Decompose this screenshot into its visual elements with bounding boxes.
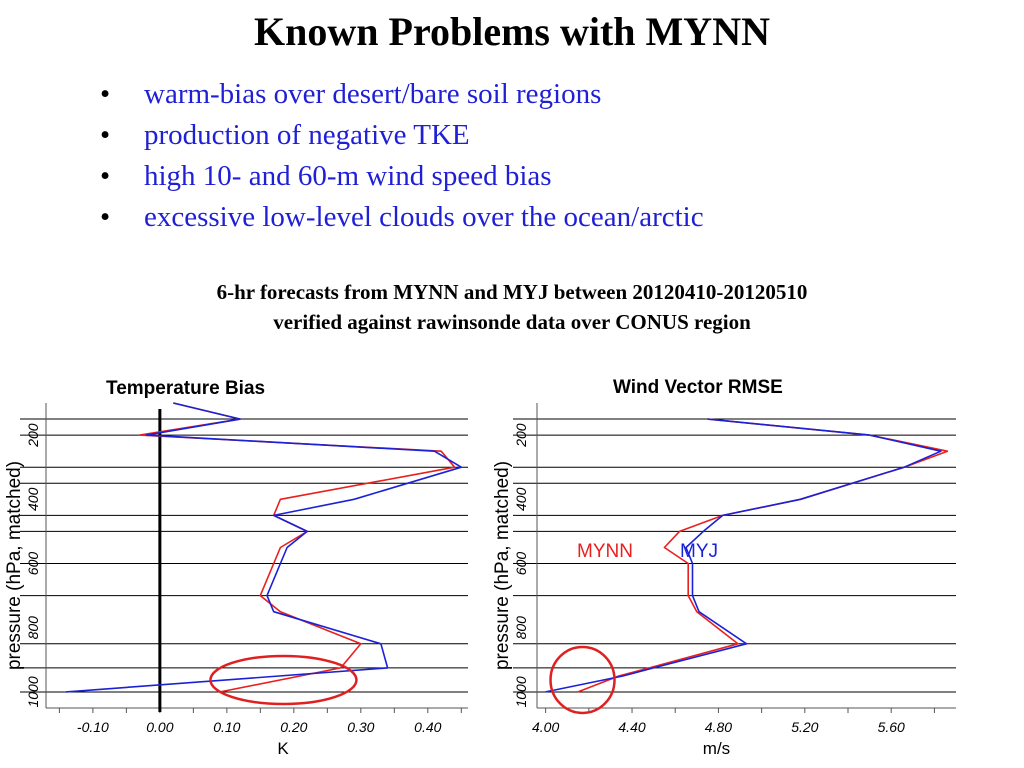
y-tick-label: 600 bbox=[25, 552, 41, 576]
mynn-series-line bbox=[139, 402, 456, 693]
x-tick-label: 4.80 bbox=[705, 719, 732, 735]
x-tick-label: 0.00 bbox=[146, 719, 173, 735]
y-axis-label: pressure (hPa, matched) bbox=[492, 461, 513, 670]
bullet-item: • production of negative TKE bbox=[100, 115, 704, 156]
x-tick-label: 5.20 bbox=[791, 719, 818, 735]
y-tick-label: 1000 bbox=[513, 676, 529, 707]
y-tick-label: 600 bbox=[513, 552, 529, 576]
highlight-ellipse bbox=[209, 654, 358, 706]
subtitle-line-1: 6-hr forecasts from MYNN and MYJ between… bbox=[216, 280, 808, 304]
bullet-item: • warm-bias over desert/bare soil regions bbox=[100, 74, 704, 115]
x-tick-label: 0.30 bbox=[347, 719, 374, 735]
bullet-dot-icon: • bbox=[100, 119, 111, 151]
x-axis-label: K bbox=[277, 739, 289, 758]
y-tick-label: 200 bbox=[25, 423, 41, 448]
bullet-text: production of negative TKE bbox=[144, 119, 470, 151]
bullet-dot-icon: • bbox=[100, 160, 111, 192]
y-tick-label: 400 bbox=[25, 487, 41, 511]
y-tick-label: 1000 bbox=[25, 676, 41, 707]
bullet-dot-icon: • bbox=[100, 78, 111, 110]
x-tick-label: 4.40 bbox=[618, 719, 645, 735]
temperature-chart-title: Temperature Bias bbox=[106, 378, 266, 399]
x-tick-label: 5.60 bbox=[878, 719, 905, 735]
bullet-text: warm-bias over desert/bare soil regions bbox=[144, 78, 602, 110]
bullet-item: • excessive low-level clouds over the oce… bbox=[100, 197, 704, 238]
myj-series-line bbox=[66, 402, 463, 693]
bullet-item: • high 10- and 60-m wind speed bias bbox=[100, 156, 704, 197]
subtitle-line-2: verified against rawinsonde data over CO… bbox=[273, 310, 751, 334]
temperature-bias-chart: -0.10 0.00 0.10 0.20 0.30 0.40 200 400 600 800 100… bbox=[4, 402, 468, 758]
bullet-text: excessive low-level clouds over the ocea… bbox=[144, 201, 704, 233]
myj-series-line bbox=[545, 418, 942, 693]
x-tick-label: 0.40 bbox=[414, 719, 441, 735]
bullet-dot-icon: • bbox=[100, 201, 111, 233]
slide-title: Known Problems with MYNN bbox=[254, 9, 770, 54]
wind-rmse-chart: 4.00 4.40 4.80 5.20 5.60 200 400 600 800 1000 m/s p… bbox=[492, 403, 956, 758]
bullet-list: • warm-bias over desert/bare soil regions… bbox=[100, 74, 704, 238]
y-axis-label: pressure (hPa, matched) bbox=[4, 461, 25, 670]
y-tick-label: 800 bbox=[513, 616, 529, 640]
legend-mynn: MYNN bbox=[577, 541, 633, 562]
y-tick-label: 200 bbox=[513, 423, 529, 448]
mynn-series-line bbox=[577, 418, 949, 693]
x-tick-label: 0.20 bbox=[280, 719, 307, 735]
x-axis-label: m/s bbox=[703, 739, 730, 758]
wind-chart-title: Wind Vector RMSE bbox=[613, 377, 783, 398]
legend-myj: MYJ bbox=[680, 541, 718, 562]
y-tick-label: 400 bbox=[513, 487, 529, 511]
x-tick-label: 0.10 bbox=[213, 719, 240, 735]
x-tick-label: 4.00 bbox=[532, 719, 559, 735]
y-tick-label: 800 bbox=[25, 616, 41, 640]
bullet-text: high 10- and 60-m wind speed bias bbox=[144, 160, 552, 192]
x-tick-label: -0.10 bbox=[77, 719, 109, 735]
highlight-circle bbox=[549, 645, 616, 715]
